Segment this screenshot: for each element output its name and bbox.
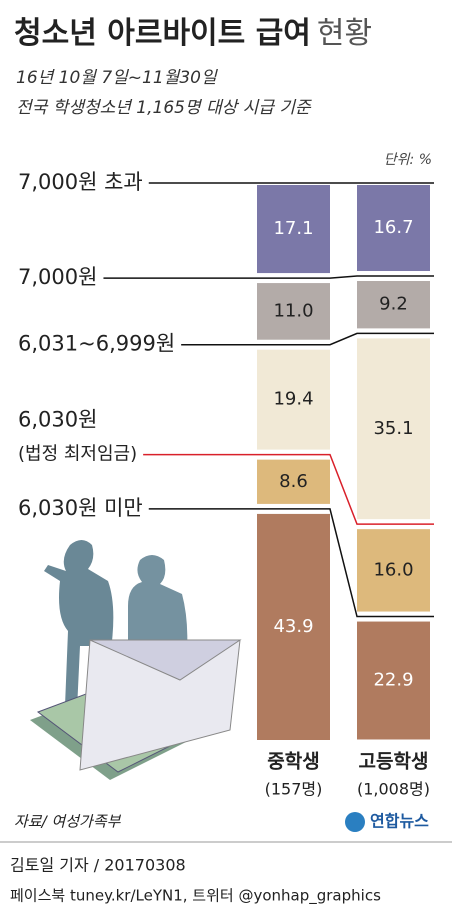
title: 청소년 아르바이트 급여 현황: [14, 16, 372, 51]
value-label: 22.9: [373, 670, 413, 691]
unit-label: 단위: %: [384, 152, 432, 168]
series-label: 6,030원 미만: [18, 496, 143, 520]
category-note: (157명): [265, 780, 323, 799]
category-note: (1,008명): [357, 780, 430, 799]
leader-line: [143, 453, 434, 525]
subtitle: 전국 학생청소년 1,165명 대상 시급 기준: [16, 98, 312, 118]
value-label: 8.6: [279, 471, 308, 492]
subtitle: 16년 10월 7일~11월30일: [16, 68, 218, 88]
value-label: 43.9: [273, 616, 313, 637]
value-label: 16.0: [373, 559, 413, 580]
leader-line: [148, 508, 434, 618]
bar-segment: [257, 283, 330, 340]
bar-segment: [357, 281, 430, 329]
social: 페이스북 tuney.kr/LeYN1, 트위터 @yonhap_graphic…: [10, 887, 381, 906]
value-label: 19.4: [273, 389, 313, 410]
category-label: 중학생: [267, 751, 319, 773]
bar-segment: [357, 185, 430, 272]
logo-icon: [345, 812, 365, 832]
value-label: 11.0: [273, 300, 313, 321]
leader-line: [103, 275, 434, 279]
leader-line: [181, 332, 434, 346]
value-label: 35.1: [373, 418, 413, 439]
bar-segment: [257, 185, 330, 274]
envelope-flap: [89, 639, 242, 681]
bar-segment: [357, 338, 430, 520]
value-label: 16.7: [373, 217, 413, 238]
title-suffix: 현황: [317, 16, 372, 51]
series-label: 7,000원: [18, 265, 97, 289]
series-label: 7,000원 초과: [18, 170, 143, 194]
bar-segment: [257, 349, 330, 450]
logo: 연합뉴스: [370, 812, 429, 831]
credit: 김토일 기자 / 20170308: [10, 856, 186, 875]
bar-segment: [257, 513, 330, 740]
illustration: [30, 540, 242, 780]
bar-segment: [357, 529, 430, 612]
category-label: 고등학생: [359, 751, 429, 773]
title-main: 청소년 아르바이트 급여: [14, 16, 311, 51]
series-label: 6,030원: [18, 408, 97, 432]
value-label: 9.2: [379, 294, 408, 315]
bar-segment: [257, 459, 330, 504]
series-sublabel: (법정 최저임금): [18, 444, 137, 465]
value-label: 17.1: [273, 218, 313, 239]
source: 자료/ 여성가족부: [14, 813, 122, 831]
bar-segment: [357, 621, 430, 740]
series-label: 6,031~6,999원: [18, 332, 175, 356]
